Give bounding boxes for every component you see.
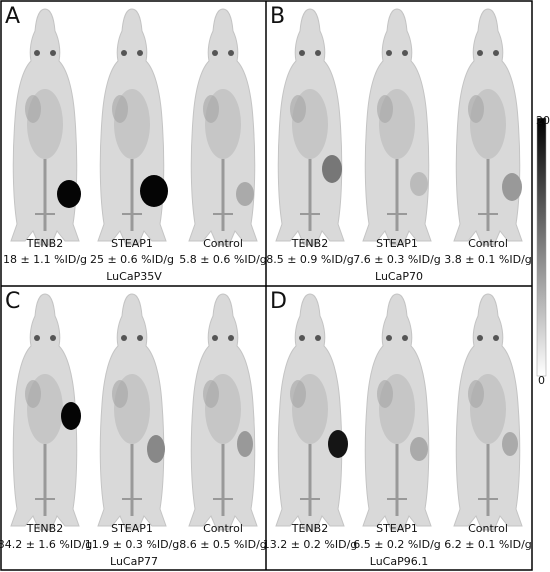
- mouse-image: [96, 292, 168, 532]
- tumor: [57, 180, 81, 208]
- uptake-label: 3.8 ± 0.1 %ID/g: [444, 253, 532, 266]
- mouse-image: [274, 7, 346, 247]
- probe-label: Control: [203, 237, 243, 250]
- mouse-image: [452, 292, 524, 532]
- mouse-image: [452, 7, 524, 247]
- tumor: [328, 430, 348, 458]
- model-label: LuCaP96.1: [370, 555, 428, 568]
- probe-label: STEAP1: [111, 522, 153, 535]
- panel-label: C: [5, 289, 20, 314]
- tumor: [502, 432, 518, 456]
- tumor: [410, 437, 428, 461]
- colorbar-min: 0: [538, 374, 545, 387]
- uptake-label: 8.5 ± 0.9 %ID/g: [266, 253, 354, 266]
- uptake-label: 6.5 ± 0.2 %ID/g: [353, 538, 441, 551]
- mouse-image: [9, 7, 81, 247]
- panel-label: A: [5, 4, 20, 29]
- tumor: [236, 182, 254, 206]
- tumor: [322, 155, 342, 183]
- mouse-image: [274, 292, 346, 532]
- mouse-image: [96, 7, 168, 247]
- tumor: [502, 173, 522, 201]
- probe-label: TENB2: [26, 522, 63, 535]
- tumor: [61, 402, 81, 430]
- uptake-label: 11.9 ± 0.3 %ID/g: [85, 538, 180, 551]
- panel-label: B: [270, 4, 285, 29]
- probe-label: STEAP1: [376, 522, 418, 535]
- panel-label: D: [270, 289, 287, 314]
- probe-label: STEAP1: [111, 237, 153, 250]
- uptake-label: 25 ± 0.6 %ID/g: [90, 253, 174, 266]
- colorbar: [536, 117, 547, 377]
- mouse-image: [187, 292, 259, 532]
- uptake-label: 34.2 ± 1.6 %ID/g: [0, 538, 92, 551]
- probe-label: Control: [203, 522, 243, 535]
- probe-label: STEAP1: [376, 237, 418, 250]
- model-label: LuCaP77: [110, 555, 158, 568]
- uptake-label: 18 ± 1.1 %ID/g: [3, 253, 87, 266]
- tumor: [237, 431, 253, 457]
- model-label: LuCaP70: [375, 270, 423, 283]
- uptake-label: 8.6 ± 0.5 %ID/g: [179, 538, 267, 551]
- tumor: [140, 175, 168, 207]
- tumor: [410, 172, 428, 196]
- probe-label: TENB2: [26, 237, 63, 250]
- uptake-label: 13.2 ± 0.2 %ID/g: [263, 538, 358, 551]
- uptake-label: 5.8 ± 0.6 %ID/g: [179, 253, 267, 266]
- probe-label: Control: [468, 237, 508, 250]
- colorbar-max: 20: [536, 114, 550, 127]
- mouse-image: [361, 7, 433, 247]
- probe-label: TENB2: [291, 522, 328, 535]
- mouse-image: [361, 292, 433, 532]
- mouse-image: [187, 7, 259, 247]
- probe-label: Control: [468, 522, 508, 535]
- probe-label: TENB2: [291, 237, 328, 250]
- model-label: LuCaP35V: [106, 270, 162, 283]
- uptake-label: 7.6 ± 0.3 %ID/g: [353, 253, 441, 266]
- tumor: [147, 435, 165, 463]
- uptake-label: 6.2 ± 0.1 %ID/g: [444, 538, 532, 551]
